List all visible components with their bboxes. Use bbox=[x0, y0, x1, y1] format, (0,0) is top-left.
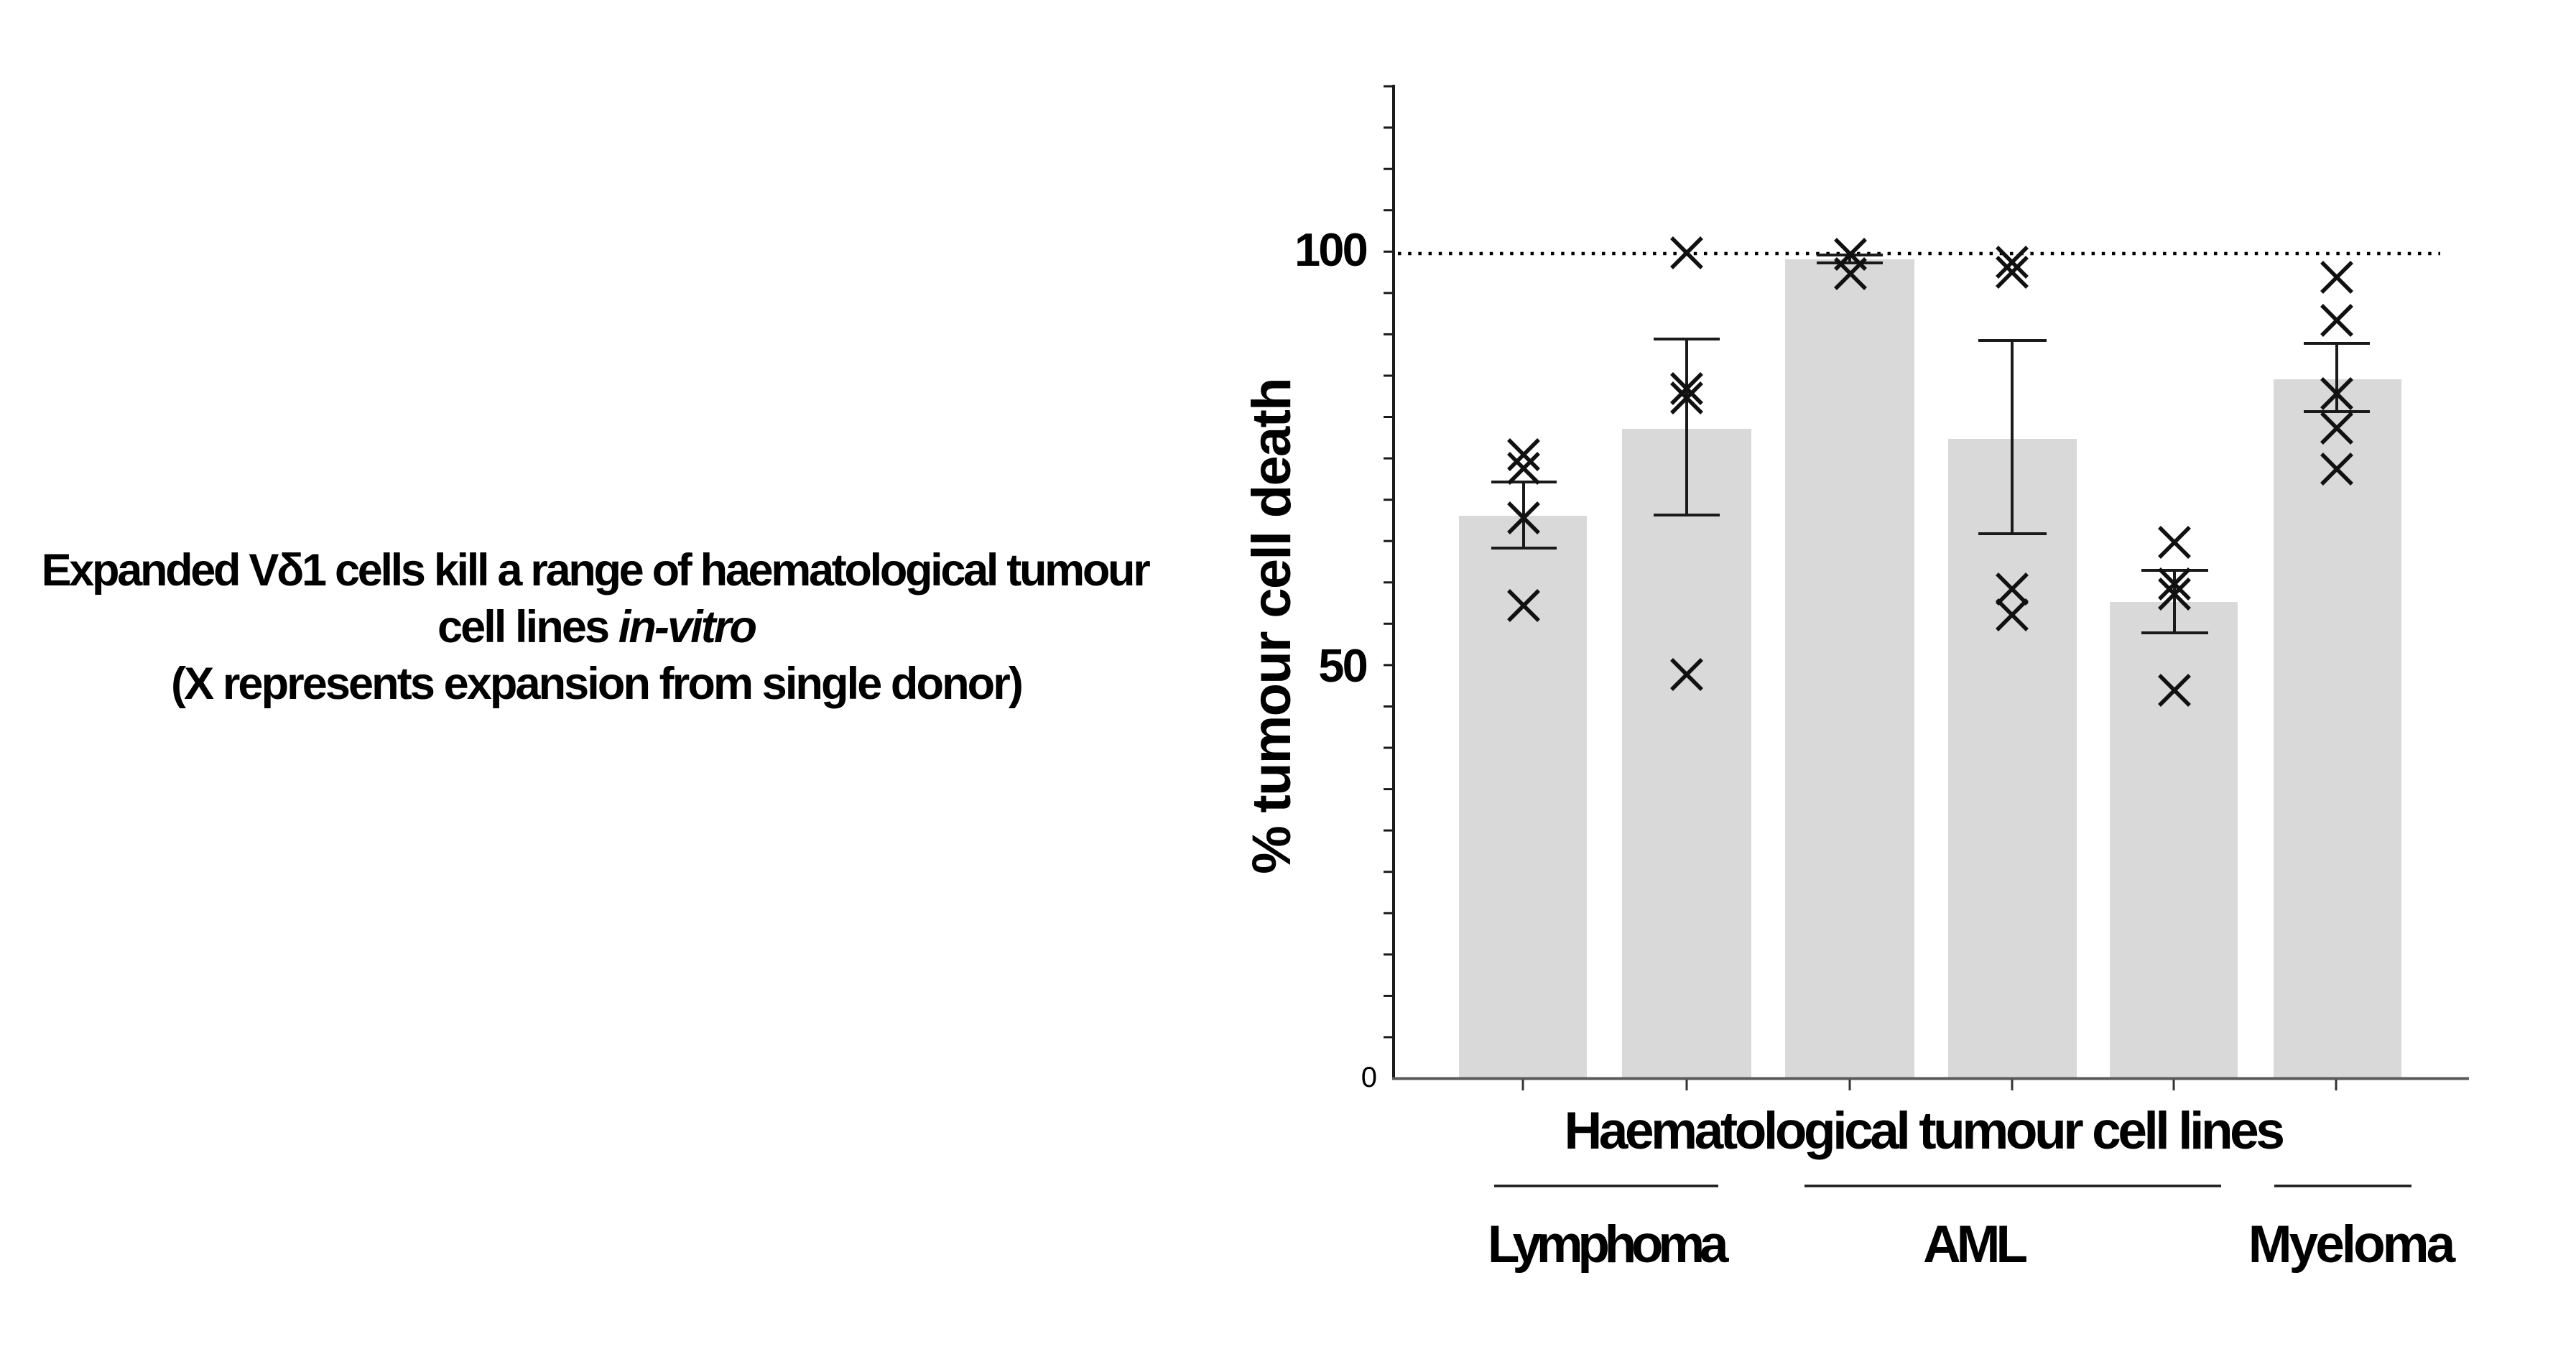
svg-text:cell lines in-vitro: cell lines in-vitro bbox=[437, 602, 756, 652]
svg-text:AML: AML bbox=[1923, 1215, 2027, 1274]
svg-text:Myeloma: Myeloma bbox=[2248, 1215, 2457, 1274]
svg-text:Expanded Vδ1 cells kill a rang: Expanded Vδ1 cells kill a range of haema… bbox=[42, 545, 1151, 595]
svg-text:0: 0 bbox=[1361, 1062, 1377, 1093]
svg-text:Haematological tumour cell lin: Haematological tumour cell lines bbox=[1564, 1102, 2283, 1160]
svg-text:100: 100 bbox=[1294, 223, 1367, 276]
svg-text:50: 50 bbox=[1318, 639, 1366, 692]
svg-text:% tumour cell death: % tumour cell death bbox=[1241, 379, 1302, 874]
svg-text:Lymphoma: Lymphoma bbox=[1488, 1215, 1730, 1274]
svg-text:(X represents expansion from s: (X represents expansion from single dono… bbox=[171, 659, 1021, 709]
